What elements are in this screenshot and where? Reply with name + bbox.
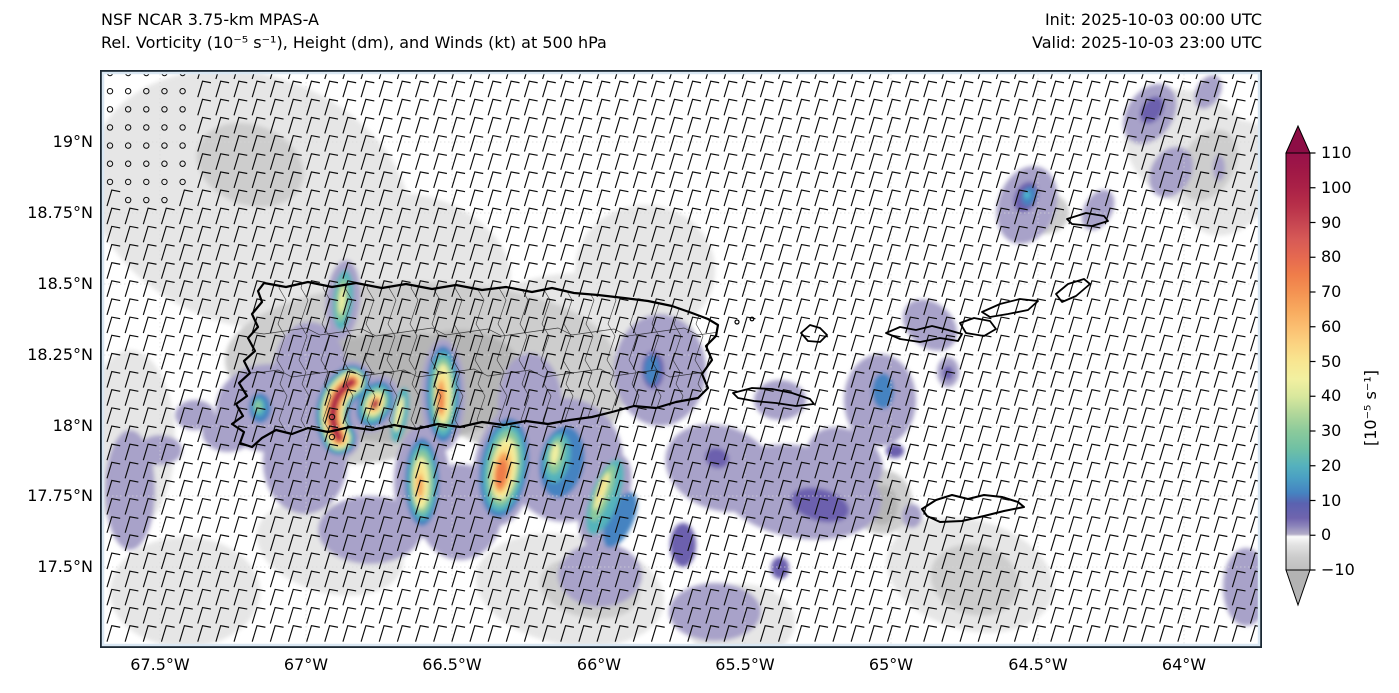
x-tick-66.5°W: 66.5°W — [422, 655, 482, 674]
x-tick-65°W: 65°W — [868, 655, 914, 674]
y-tick-18°N: 18°N — [52, 416, 93, 435]
coastline-st-john — [959, 317, 997, 337]
y-tick-19°N: 19°N — [52, 132, 93, 151]
coastline-vieques — [732, 387, 815, 407]
y-tick-17.5°N: 17.5°N — [37, 557, 93, 576]
colorbar-tick-40: 40 — [1321, 386, 1342, 406]
coastline-st-thomas — [885, 325, 963, 343]
map-plot — [100, 70, 1262, 648]
coastline-anegada — [1066, 212, 1109, 227]
coastline-culebra — [800, 324, 828, 343]
y-tick-17.75°N: 17.75°N — [27, 486, 93, 505]
x-tick-64°W: 64°W — [1161, 655, 1207, 674]
coastline-st-croix — [921, 494, 1025, 523]
colorbar-tick-100: 100 — [1321, 177, 1352, 197]
colorbar-tick-110: 110 — [1321, 143, 1352, 162]
coastline-virgin-gorda — [1055, 278, 1091, 303]
map-inner-frame — [100, 70, 1262, 648]
coastline-puerto-rico — [230, 280, 720, 449]
plot-title-line2: Rel. Vorticity (10⁻⁵ s⁻¹), Height (dm), … — [101, 33, 607, 52]
colorbar — [1285, 124, 1316, 607]
colorbar-upper-arrow — [1285, 124, 1311, 154]
init-time-label: Init: 2025-10-03 00:00 UTC — [1044, 10, 1262, 29]
x-tick-65.5°W: 65.5°W — [715, 655, 775, 674]
map-frame — [100, 70, 1262, 648]
y-tick-18.75°N: 18.75°N — [27, 203, 93, 222]
colorbar-tick-60: 60 — [1321, 316, 1342, 336]
y-tick-18.5°N: 18.5°N — [37, 274, 93, 293]
coastline-tortola — [981, 298, 1039, 318]
coastlines — [230, 212, 1109, 523]
valid-time-label: Valid: 2025-10-03 23:00 UTC — [1031, 33, 1262, 52]
colorbar-tick-70: 70 — [1321, 282, 1342, 301]
colorbar-gradient — [1285, 152, 1311, 571]
y-tick-18.25°N: 18.25°N — [27, 345, 93, 364]
colorbar-tick--10: −10 — [1321, 560, 1355, 579]
colorbar-tick-90: 90 — [1321, 212, 1342, 232]
colorbar-tick-0: 0 — [1321, 525, 1332, 545]
x-tick-67°W: 67°W — [283, 655, 329, 674]
x-tick-67.5°W: 67.5°W — [130, 655, 190, 674]
plot-title-line1: NSF NCAR 3.75-km MPAS-A — [101, 10, 319, 29]
colorbar-tick-20: 20 — [1321, 455, 1342, 475]
colorbar-tick-30: 30 — [1321, 421, 1342, 440]
x-tick-64.5°W: 64.5°W — [1008, 655, 1068, 674]
x-tick-66°W: 66°W — [576, 655, 622, 674]
colorbar-lower-arrow — [1285, 569, 1311, 607]
colorbar-unit-label: [10⁻⁵ s⁻¹] — [1361, 370, 1380, 446]
colorbar-tick-80: 80 — [1321, 247, 1342, 267]
colorbar-tick-10: 10 — [1321, 490, 1342, 510]
colorbar-tick-50: 50 — [1321, 351, 1342, 371]
